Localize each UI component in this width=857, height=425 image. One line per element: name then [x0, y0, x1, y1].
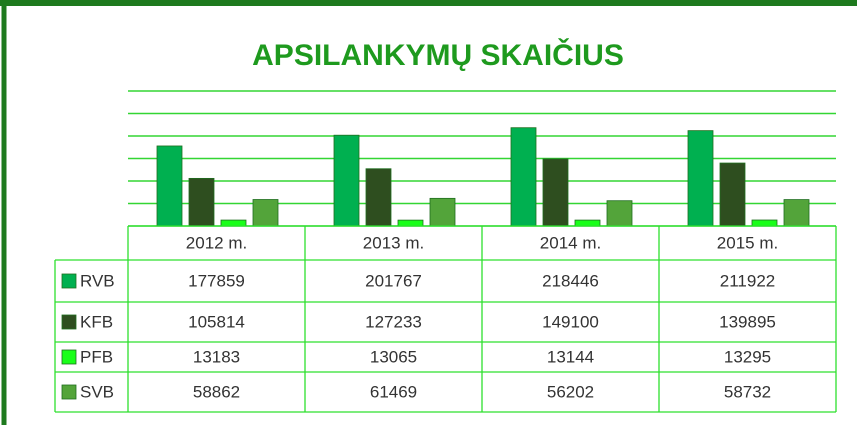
legend-swatch — [61, 349, 77, 365]
table-value: 127233 — [365, 312, 422, 331]
bar — [574, 219, 601, 227]
bar — [751, 219, 778, 227]
legend-label: SVB — [80, 382, 114, 401]
bar — [510, 127, 537, 227]
bar — [542, 158, 569, 227]
table-value: 211922 — [720, 271, 775, 290]
bar — [188, 177, 215, 227]
table-value: 149100 — [542, 312, 599, 331]
table-value: 139895 — [719, 312, 776, 331]
bar — [365, 168, 392, 227]
table-value: 105814 — [188, 312, 245, 331]
x-tick-label: 2014 m. — [540, 233, 601, 252]
bar — [220, 219, 247, 227]
table-value: 61469 — [370, 382, 417, 401]
bar — [719, 162, 746, 227]
bar — [429, 197, 456, 227]
x-tick-label: 2013 m. — [363, 233, 424, 252]
table-value: 201767 — [365, 271, 422, 290]
bar — [687, 130, 714, 227]
table-value: 218446 — [542, 271, 599, 290]
legend-swatch — [61, 384, 77, 400]
table-value: 13065 — [370, 347, 417, 366]
x-tick-label: 2015 m. — [717, 233, 778, 252]
bar — [606, 200, 633, 227]
table-value: 58862 — [193, 382, 240, 401]
table-value: 58732 — [724, 382, 771, 401]
legend-label: KFB — [80, 312, 113, 331]
legend-swatch — [61, 273, 77, 289]
bar — [333, 134, 360, 227]
legend-label: RVB — [80, 271, 115, 290]
bar — [156, 145, 183, 227]
bar — [397, 219, 424, 227]
legend-label: PFB — [80, 347, 113, 366]
legend-swatch — [61, 314, 77, 330]
bar — [252, 199, 279, 227]
x-tick-label: 2012 m. — [186, 233, 247, 252]
chart-title: APSILANKYMŲ SKAIČIUS — [252, 38, 624, 72]
table-value: 56202 — [547, 382, 594, 401]
table-value: 13295 — [724, 347, 771, 366]
table-value: 13183 — [193, 347, 240, 366]
table-value: 177859 — [188, 271, 245, 290]
table-value: 13144 — [547, 347, 594, 366]
bar — [783, 199, 810, 227]
